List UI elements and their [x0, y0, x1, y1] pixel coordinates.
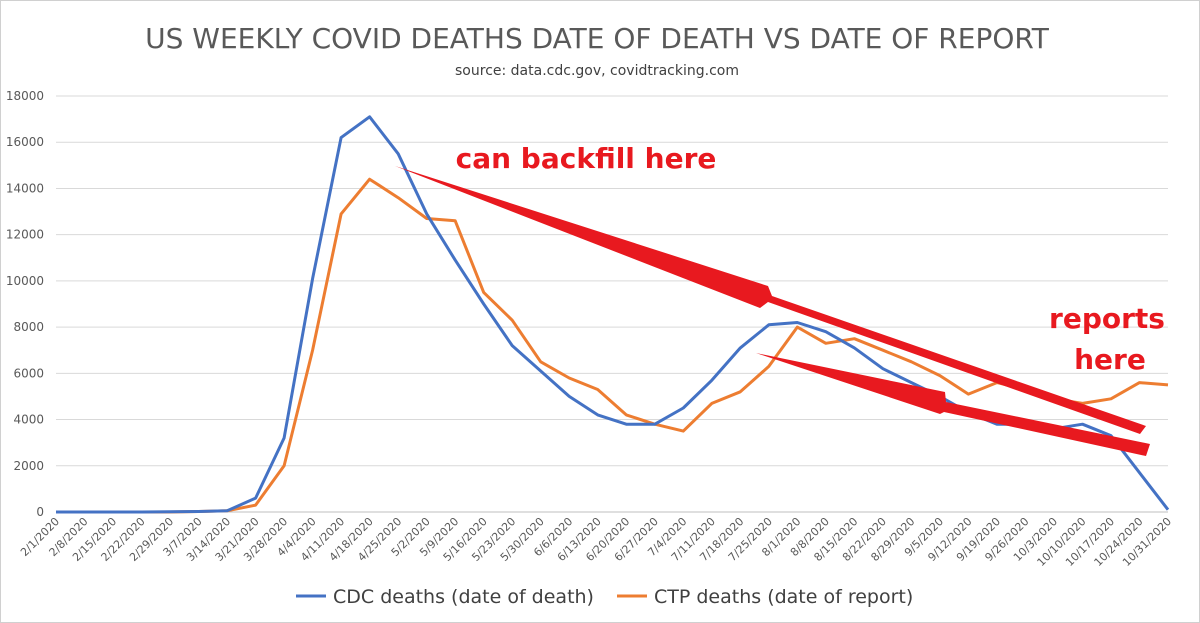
annotation-arrows — [395, 166, 1150, 456]
y-tick-label: 8000 — [13, 320, 44, 334]
y-tick-label: 6000 — [13, 366, 44, 380]
annotation-backfill: can backfill here — [456, 142, 717, 175]
annotation-reports: reports — [1049, 302, 1165, 335]
backfill-arrow-lower — [756, 353, 1150, 456]
legend: CDC deaths (date of death) CTP deaths (d… — [296, 586, 913, 608]
series-line-ctp — [56, 177, 1169, 514]
y-tick-label: 10000 — [6, 274, 44, 288]
y-tick-label: 2000 — [13, 459, 44, 473]
y-tick-label: 14000 — [6, 181, 44, 195]
series-line-cdc — [56, 115, 1170, 514]
series-layer — [56, 115, 1170, 514]
y-tick-label: 18000 — [6, 89, 44, 103]
chart-title: US WEEKLY COVID DEATHS DATE OF DEATH VS … — [145, 22, 1050, 55]
y-tick-label: 12000 — [6, 228, 44, 242]
y-axis-ticks: 0 2000 4000 6000 8000 10000 12000 14000 16000 180… — [6, 89, 44, 519]
y-tick-label: 16000 — [6, 135, 44, 149]
annotation-here: here — [1074, 343, 1146, 376]
backfill-arrow-upper — [395, 166, 1146, 434]
legend-label-ctp: CTP deaths (date of report) — [654, 586, 913, 608]
y-tick-label: 0 — [36, 505, 44, 519]
x-axis-ticks: 2/1/20202/8/20202/15/20202/22/20202/29/2… — [18, 515, 1174, 569]
legend-label-cdc: CDC deaths (date of death) — [333, 586, 594, 608]
chart-subtitle: source: data.cdc.gov, covidtracking.com — [455, 63, 739, 79]
y-tick-label: 4000 — [13, 413, 44, 427]
